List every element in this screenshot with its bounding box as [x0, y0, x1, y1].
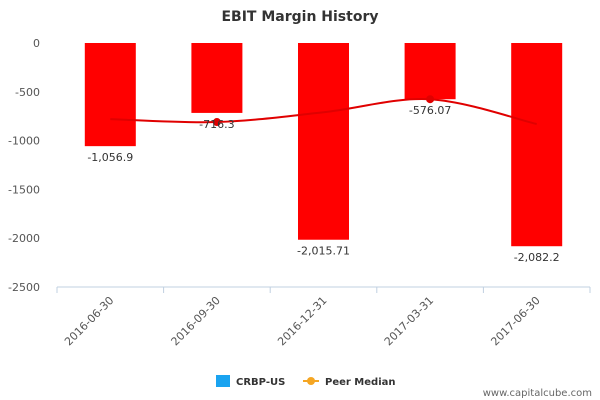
legend: CRBP-US Peer Median: [216, 375, 396, 388]
bar[interactable]: [298, 43, 349, 240]
credit-text: www.capitalcube.com: [483, 388, 592, 399]
x-tick-label: 2017-03-31: [382, 294, 436, 348]
x-tick-label: 2016-09-30: [169, 294, 223, 348]
y-tick-label: -2000: [8, 232, 40, 245]
y-tick-label: 0: [33, 37, 40, 50]
data-label: -576.07: [409, 104, 451, 117]
bar[interactable]: [511, 43, 563, 247]
y-tick-label: -2500: [8, 281, 40, 294]
y-tick-label: -500: [15, 86, 40, 99]
data-label: -2,082.2: [514, 251, 560, 264]
x-axis: 2016-06-30 2016-09-30 2016-12-31 2017-03-31…: [56, 286, 591, 348]
bar[interactable]: [84, 43, 136, 147]
data-label: -2,015.71: [297, 245, 350, 258]
bar-series: [84, 43, 563, 247]
legend-marker-peer-median: [307, 377, 315, 385]
legend-item-peer-median[interactable]: Peer Median: [303, 377, 396, 388]
legend-label-crbp: CRBP-US: [236, 377, 285, 388]
y-axis: 0 -500 -1000 -1500 -2000 -2500: [8, 37, 40, 294]
peer-median-line: [110, 98, 537, 125]
bar[interactable]: [191, 43, 243, 113]
y-tick-label: -1500: [8, 183, 40, 196]
legend-label-peer-median: Peer Median: [325, 377, 396, 388]
x-tick-label: 2016-06-30: [62, 294, 116, 348]
peer-median-point[interactable]: [212, 118, 221, 127]
x-tick-label: 2016-12-31: [275, 294, 329, 348]
chart-title: EBIT Margin History: [221, 9, 378, 25]
legend-item-crbp[interactable]: CRBP-US: [216, 375, 285, 388]
y-tick-label: -1000: [8, 135, 40, 148]
peer-median-series: [110, 95, 537, 127]
peer-median-point[interactable]: [426, 95, 435, 104]
legend-swatch-crbp: [216, 375, 230, 387]
x-tick-label: 2017-06-30: [488, 294, 542, 348]
data-label: -1,056.9: [87, 151, 133, 164]
data-label: -716.3: [199, 118, 234, 131]
data-labels: -1,056.9 -716.3 -2,015.71 -576.07 -2,082.2: [87, 104, 559, 264]
bar[interactable]: [404, 43, 456, 100]
